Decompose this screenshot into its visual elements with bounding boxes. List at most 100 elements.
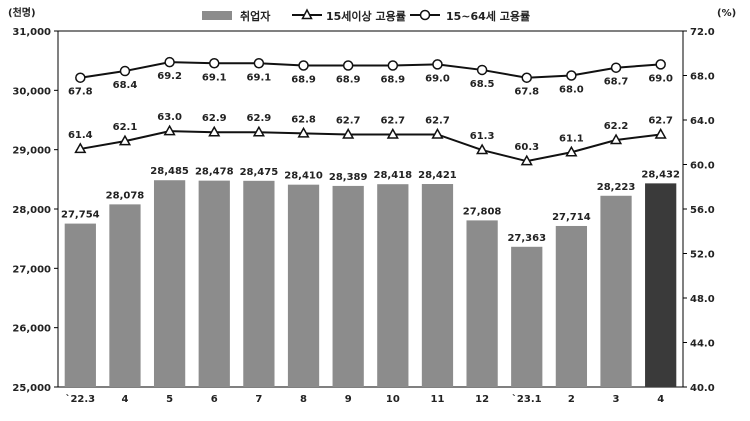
legend-marker-triangle: [301, 8, 313, 20]
legend-marker-circle: [419, 9, 431, 21]
marker-rate-15plus: [654, 127, 667, 139]
legend-swatch-bar: [202, 11, 232, 20]
bar-employed: [511, 246, 543, 387]
marker-rate-15plus: [74, 142, 87, 154]
marker-rate-15-64: [253, 58, 265, 69]
rate-15plus-value-label: 61.4: [68, 130, 93, 141]
marker-rate-15plus: [252, 125, 265, 137]
bar-employed: [198, 180, 230, 387]
marker-rate-15plus: [476, 143, 489, 155]
legend-item-employed: 취업자: [202, 9, 271, 23]
marker-rate-15-64: [342, 60, 354, 71]
rate-15-64-value-label: 68.4: [113, 80, 138, 91]
rate-15plus-value-label: 60.3: [514, 142, 539, 153]
x-axis-tick-label: 11: [431, 394, 445, 405]
bar-value-label: 28,418: [374, 170, 413, 181]
marker-rate-15plus: [431, 127, 444, 139]
x-axis-tick-label: 7: [255, 394, 262, 405]
rate-15plus-value-label: 62.7: [336, 115, 361, 126]
marker-rate-15-64: [209, 58, 220, 69]
right-axis-tick-label: 68.0: [690, 72, 715, 83]
bar-value-label: 28,475: [240, 167, 279, 178]
rate-15-64-value-label: 68.5: [470, 79, 495, 90]
bar-employed: [600, 195, 632, 387]
bar-employed: [555, 225, 588, 387]
rate-15plus-value-label: 62.9: [202, 113, 227, 124]
rate-15plus-value-label: 62.9: [247, 113, 272, 124]
bar-value-label: 28,485: [150, 166, 189, 177]
plot-frame: [57, 30, 684, 388]
right-axis-tick-label: 72.0: [690, 27, 715, 38]
x-axis-tick-label: 6: [211, 394, 218, 405]
right-axis-tick-label: 56.0: [690, 205, 715, 216]
x-axis-tick-label: `23.1: [512, 393, 542, 405]
bar-employed-highlight: [645, 183, 677, 387]
bar-value-label: 28,421: [418, 170, 457, 181]
rate-15-64-value-label: 67.8: [68, 87, 93, 98]
rate-15plus-value-label: 62.2: [604, 121, 629, 132]
rate-15-64-value-label: 69.1: [202, 72, 227, 83]
rate-15-64-value-label: 68.9: [291, 74, 316, 85]
legend-label-rate-15-64: 15~64세 고용률: [446, 9, 530, 23]
legend-item-rate-15-64: 15~64세 고용률: [410, 9, 530, 23]
bar-employed: [287, 184, 320, 387]
rate-15plus-value-label: 62.8: [291, 114, 316, 125]
legend-label-rate-15plus: 15세이상 고용률: [326, 9, 406, 23]
marker-rate-15-64: [432, 59, 443, 70]
marker-rate-15-64: [75, 72, 86, 83]
rate-15-64-value-label: 68.9: [336, 74, 361, 85]
rate-15plus-value-label: 62.7: [425, 115, 450, 126]
bar-value-label: 27,363: [507, 233, 546, 244]
bar-value-label: 28,078: [106, 190, 145, 201]
marker-rate-15-64: [521, 72, 532, 83]
left-axis-tick-label: 29,000: [12, 146, 51, 157]
bar-value-label: 27,808: [463, 206, 502, 217]
left-axis-tick-label: 31,000: [12, 27, 51, 38]
left-axis-tick-label: 26,000: [12, 324, 51, 335]
marker-rate-15plus: [163, 124, 176, 136]
x-axis-tick-label: 3: [613, 394, 620, 405]
rate-15plus-value-label: 63.0: [157, 112, 182, 123]
marker-rate-15-64: [655, 59, 666, 70]
marker-rate-15plus: [297, 126, 310, 138]
right-axis-tick-label: 60.0: [690, 161, 715, 172]
x-axis-tick-label: 4: [121, 394, 128, 405]
bar-employed: [109, 204, 141, 387]
left-axis-tick-label: 28,000: [12, 205, 51, 216]
marker-rate-15plus: [386, 127, 399, 139]
rate-15-64-value-label: 69.0: [648, 73, 673, 84]
rate-15plus-value-label: 62.7: [380, 115, 405, 126]
bar-employed: [243, 180, 275, 387]
marker-rate-15plus: [118, 134, 132, 146]
x-axis-tick-label: 4: [657, 394, 664, 405]
rate-15-64-value-label: 69.1: [247, 72, 272, 83]
right-axis-tick-label: 48.0: [690, 294, 715, 305]
rate-15plus-value-label: 61.1: [559, 133, 584, 144]
marker-rate-15-64: [119, 65, 131, 77]
marker-rate-15-64: [566, 70, 577, 81]
x-axis-tick-label: 12: [475, 394, 489, 405]
x-axis-tick-label: 10: [386, 394, 400, 405]
rate-15-64-value-label: 69.2: [157, 71, 182, 82]
marker-rate-15-64: [610, 62, 622, 73]
x-axis-tick-label: 2: [568, 394, 575, 405]
rate-15-64-value-label: 68.9: [380, 74, 405, 85]
marker-rate-15-64: [476, 64, 488, 76]
bar-value-label: 28,478: [195, 167, 234, 178]
legend-label-employed: 취업자: [240, 9, 271, 23]
x-axis-tick-label: `22.3: [65, 393, 95, 405]
marker-rate-15plus: [342, 127, 355, 139]
right-axis-tick-label: 40.0: [690, 383, 715, 394]
bar-employed: [153, 180, 186, 387]
bar-employed: [332, 185, 364, 387]
marker-rate-15-64: [164, 56, 175, 68]
legend: 취업자 15세이상 고용률 15~64세 고용률: [202, 8, 530, 23]
bar-value-label: 28,389: [329, 172, 368, 183]
left-axis-unit: (천명): [8, 6, 36, 19]
right-axis-tick-label: 52.0: [690, 250, 715, 261]
bar-employed: [421, 184, 454, 387]
right-axis-tick-label: 64.0: [690, 116, 715, 127]
bar-value-label: 28,410: [284, 171, 323, 182]
right-axis-unit: (%): [717, 8, 736, 19]
